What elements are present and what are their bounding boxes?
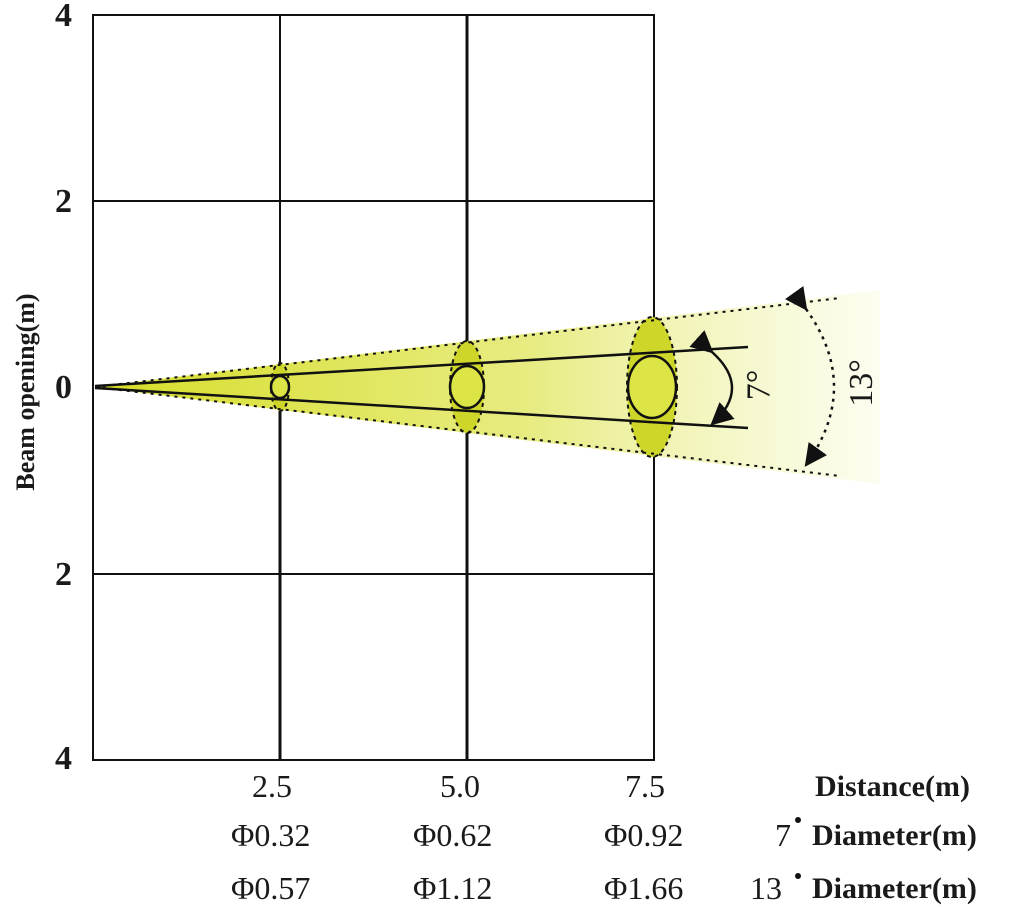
distance-7-5: 7.5 (625, 768, 665, 804)
distance-2-5: 2.5 (252, 768, 292, 804)
narrow-beam-edges (94, 345, 749, 430)
d13-value-2-5: Φ0.57 (231, 870, 311, 906)
d13-row-title: Diameter(m) (812, 872, 977, 905)
y-tick-bottom-2: 2 (55, 556, 72, 593)
d7-value-7-5: Φ0.92 (604, 817, 684, 853)
y-tick-zero: 0 (55, 369, 72, 406)
d13-value-5-0: Φ1.12 (413, 870, 493, 906)
d7-value-5-0: Φ0.62 (413, 817, 493, 853)
y-axis-title: Beam opening(m) (11, 293, 40, 491)
d7-row-title: Diameter(m) (812, 819, 977, 852)
narrow-spot-5-0 (448, 364, 486, 410)
wide-beam-edges (94, 297, 841, 477)
narrow-angle-label: 7° (740, 369, 778, 401)
distance-5-0: 5.0 (440, 768, 480, 804)
y-tick-top-4: 4 (55, 0, 72, 34)
d13-row-prefix: 13 (750, 870, 782, 906)
d7-value-2-5: Φ0.32 (231, 817, 311, 853)
distance-row-title: Distance(m) (815, 770, 970, 803)
y-tick-bottom-4: 4 (55, 740, 72, 777)
narrow-spots (269, 354, 678, 420)
wide-angle-arc (785, 285, 836, 467)
wide-angle-label: 13° (842, 359, 880, 407)
d13-value-7-5: Φ1.66 (604, 870, 684, 906)
grid (92, 14, 655, 761)
narrow-spot-7-5 (626, 354, 678, 420)
y-tick-top-2: 2 (55, 183, 72, 220)
narrow-spot-2-5 (269, 374, 291, 400)
narrow-angle-arc (689, 330, 735, 426)
beam-cone (95, 290, 880, 484)
d7-row-prefix: 7 (775, 817, 791, 853)
